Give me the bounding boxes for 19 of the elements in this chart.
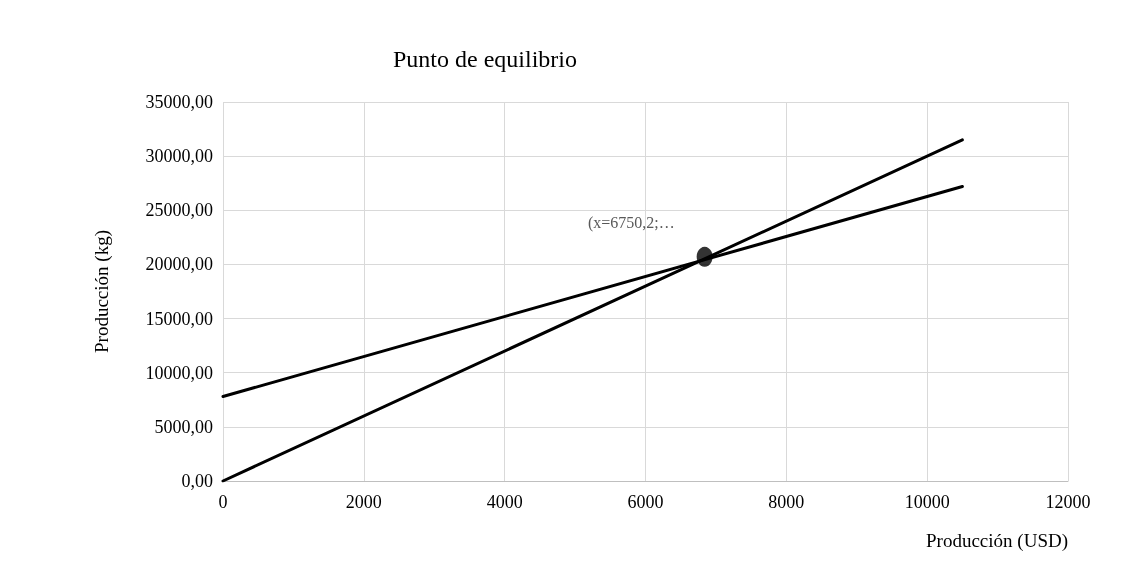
y-tick-label: 5000,00 <box>154 416 213 437</box>
y-tick-label: 0,00 <box>181 471 213 491</box>
x-tick-label: 8000 <box>768 492 805 512</box>
y-tick-label: 35000,00 <box>145 92 213 112</box>
x-tick-label: 12000 <box>1045 492 1091 512</box>
x-tick-label: 2000 <box>345 492 382 512</box>
annotation: (x=6750,2;… <box>588 213 675 232</box>
x-tick-label: 10000 <box>904 492 950 512</box>
y-tick-label: 15000,00 <box>145 308 213 329</box>
y-tick-label: 30000,00 <box>145 146 213 167</box>
y-axis-title: Producción (kg) <box>91 230 113 353</box>
y-tick-label: 25000,00 <box>145 200 213 221</box>
x-tick-label: 6000 <box>627 492 664 512</box>
x-tick-label: 4000 <box>486 492 523 512</box>
chart-title: Punto de equilibrio <box>393 46 577 72</box>
y-tick-label: 10000,00 <box>145 362 213 383</box>
x-tick-label: 0 <box>218 492 228 512</box>
y-tick-label: 20000,00 <box>145 254 213 275</box>
x-axis-title: Producción (USD) <box>926 530 1068 552</box>
